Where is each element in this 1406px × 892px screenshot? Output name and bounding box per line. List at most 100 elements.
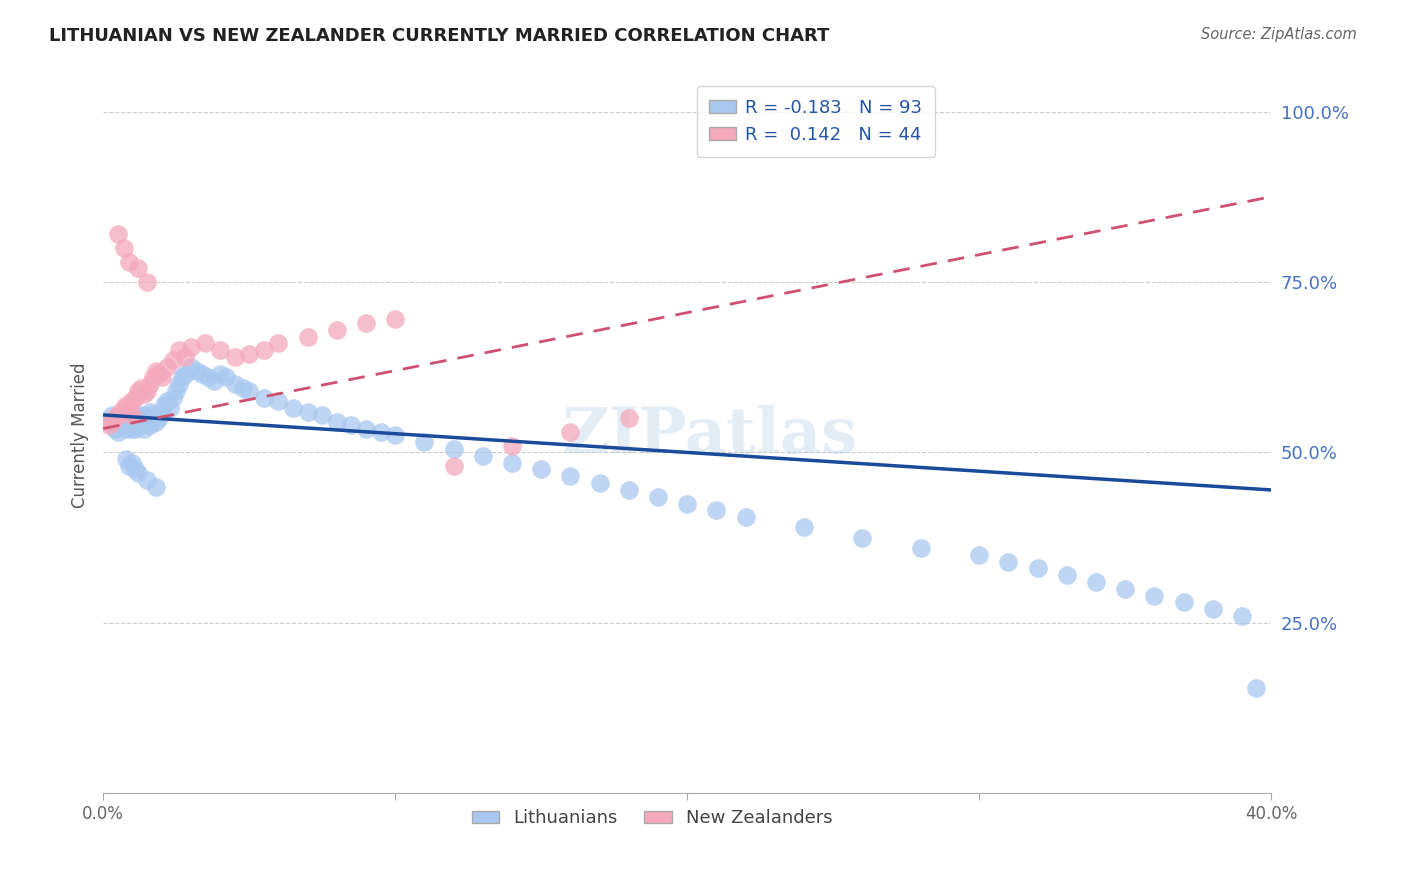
Point: [384, 312, 406, 326]
Point: [311, 408, 333, 422]
Point: [121, 456, 143, 470]
Point: [118, 404, 141, 418]
Point: [191, 367, 214, 381]
Point: [232, 381, 254, 395]
Point: [997, 555, 1019, 569]
Point: [238, 384, 260, 398]
Point: [501, 439, 523, 453]
Point: [148, 411, 170, 425]
Point: [115, 415, 138, 429]
Point: [384, 428, 406, 442]
Point: [118, 411, 141, 425]
Point: [443, 442, 465, 456]
Text: LITHUANIAN VS NEW ZEALANDER CURRENTLY MARRIED CORRELATION CHART: LITHUANIAN VS NEW ZEALANDER CURRENTLY MA…: [49, 27, 830, 45]
Point: [121, 408, 143, 422]
Point: [129, 418, 152, 433]
Point: [132, 387, 155, 401]
Point: [297, 329, 319, 343]
Point: [104, 411, 127, 425]
Point: [173, 350, 195, 364]
Point: [112, 401, 135, 416]
Point: [127, 261, 149, 276]
Point: [1056, 568, 1078, 582]
Point: [127, 408, 149, 422]
Point: [121, 421, 143, 435]
Point: [370, 425, 392, 439]
Point: [170, 370, 193, 384]
Point: [121, 415, 143, 429]
Text: Source: ZipAtlas.com: Source: ZipAtlas.com: [1201, 27, 1357, 42]
Point: [253, 343, 276, 358]
Point: [136, 473, 159, 487]
Point: [501, 456, 523, 470]
Point: [1143, 589, 1166, 603]
Point: [98, 418, 121, 433]
Point: [136, 415, 159, 429]
Point: [112, 411, 135, 425]
Point: [156, 394, 179, 409]
Point: [267, 394, 290, 409]
Point: [224, 377, 246, 392]
Point: [139, 377, 162, 392]
Point: [215, 370, 238, 384]
Point: [1173, 595, 1195, 609]
Legend: Lithuanians, New Zealanders: Lithuanians, New Zealanders: [464, 802, 839, 834]
Point: [194, 336, 217, 351]
Point: [145, 415, 167, 429]
Point: [617, 411, 640, 425]
Point: [647, 490, 669, 504]
Point: [110, 408, 132, 422]
Point: [180, 360, 202, 375]
Point: [354, 421, 377, 435]
Point: [139, 404, 162, 418]
Point: [967, 548, 990, 562]
Point: [153, 398, 176, 412]
Point: [443, 459, 465, 474]
Point: [180, 340, 202, 354]
Point: [354, 316, 377, 330]
Point: [1084, 574, 1107, 589]
Point: [129, 381, 152, 395]
Point: [115, 452, 138, 467]
Point: [297, 404, 319, 418]
Point: [325, 323, 347, 337]
Text: ZIPatlas: ZIPatlas: [562, 405, 858, 466]
Point: [186, 363, 208, 377]
Point: [107, 425, 129, 439]
Point: [1114, 582, 1136, 596]
Point: [129, 415, 152, 429]
Point: [136, 411, 159, 425]
Point: [167, 343, 190, 358]
Point: [224, 350, 246, 364]
Point: [162, 353, 184, 368]
Point: [132, 408, 155, 422]
Point: [704, 503, 727, 517]
Point: [267, 336, 290, 351]
Point: [124, 418, 146, 433]
Point: [121, 394, 143, 409]
Point: [136, 275, 159, 289]
Point: [910, 541, 932, 555]
Point: [1026, 561, 1049, 575]
Point: [617, 483, 640, 497]
Point: [127, 411, 149, 425]
Point: [471, 449, 494, 463]
Point: [676, 497, 699, 511]
Point: [560, 469, 582, 483]
Point: [793, 520, 815, 534]
Point: [127, 466, 149, 480]
Point: [560, 425, 582, 439]
Point: [159, 401, 181, 416]
Point: [202, 374, 225, 388]
Point: [148, 367, 170, 381]
Point: [165, 384, 187, 398]
Point: [101, 415, 124, 429]
Point: [121, 408, 143, 422]
Point: [124, 391, 146, 405]
Point: [110, 404, 132, 418]
Point: [145, 363, 167, 377]
Point: [150, 370, 173, 384]
Point: [110, 418, 132, 433]
Y-axis label: Currently Married: Currently Married: [72, 363, 89, 508]
Point: [208, 367, 231, 381]
